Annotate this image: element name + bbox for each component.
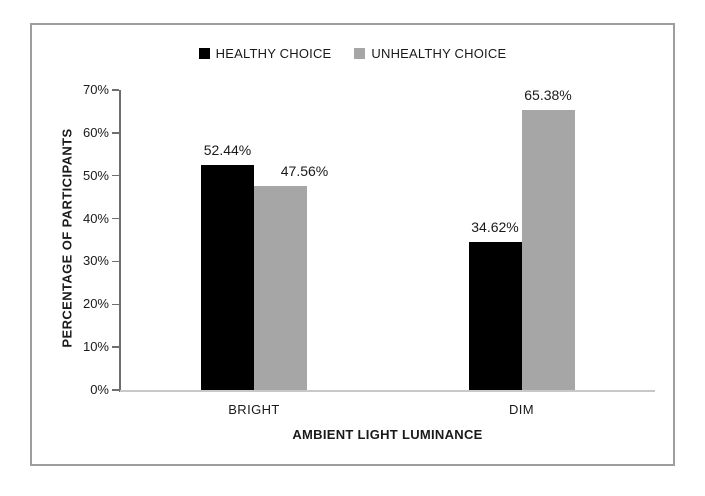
y-tick-label: 0%	[90, 382, 109, 397]
x-axis-line	[120, 390, 655, 392]
legend: HEALTHY CHOICE UNHEALTHY CHOICE	[32, 45, 673, 61]
y-axis-title: PERCENTAGE OF PARTICIPANTS	[59, 128, 75, 348]
y-axis-line	[119, 90, 121, 392]
y-tick-mark	[112, 260, 119, 263]
bar-healthy-choice-dim	[468, 241, 522, 390]
bar-unhealthy-choice-dim	[521, 109, 575, 390]
legend-label-healthy-choice: HEALTHY CHOICE	[215, 45, 332, 61]
y-tick-mark	[112, 389, 119, 391]
y-tick-label: 30%	[82, 253, 109, 269]
x-category-label-bright: BRIGHT	[228, 402, 280, 417]
data-label: 47.56%	[280, 163, 329, 180]
y-tick-mark	[112, 89, 119, 91]
x-axis-title: AMBIENT LIGHT LUMINANCE	[292, 427, 483, 442]
y-tick-label: 70%	[82, 82, 109, 97]
data-label: 65.38%	[524, 86, 572, 103]
y-tick-mark	[112, 132, 119, 134]
y-tick-mark	[112, 346, 119, 348]
x-category-label-dim: DIM	[508, 402, 535, 417]
y-tick-label: 10%	[82, 339, 109, 355]
bar-healthy-choice-bright	[201, 165, 254, 390]
legend-label-unhealthy-choice: UNHEALTHY CHOICE	[371, 45, 507, 61]
legend-item-healthy-choice: HEALTHY CHOICE	[198, 45, 332, 61]
x-category-labels: BRIGHT DIM	[120, 402, 655, 418]
y-tick-label: 50%	[82, 167, 109, 183]
legend-swatch-gray-icon	[354, 47, 366, 59]
plot-area: 0% 10% 20% 30% 40% 50% 60% 70% 52.44% 34.62% 47.5…	[83, 82, 655, 397]
data-label: 52.44%	[203, 142, 252, 159]
y-tick-mark	[112, 174, 119, 177]
legend-swatch-black-icon	[198, 47, 210, 59]
data-label: 34.62%	[471, 218, 519, 235]
bar-unhealthy-choice-bright	[254, 186, 307, 390]
y-tick-mark	[112, 303, 119, 306]
legend-item-unhealthy-choice: UNHEALTHY CHOICE	[354, 46, 506, 61]
y-tick-mark	[112, 217, 119, 220]
y-tick-label: 20%	[82, 296, 109, 312]
chart-frame: HEALTHY CHOICE UNHEALTHY CHOICE PERCENTA…	[30, 23, 675, 466]
y-tick-label: 40%	[82, 210, 109, 226]
y-tick-label: 60%	[82, 124, 109, 140]
